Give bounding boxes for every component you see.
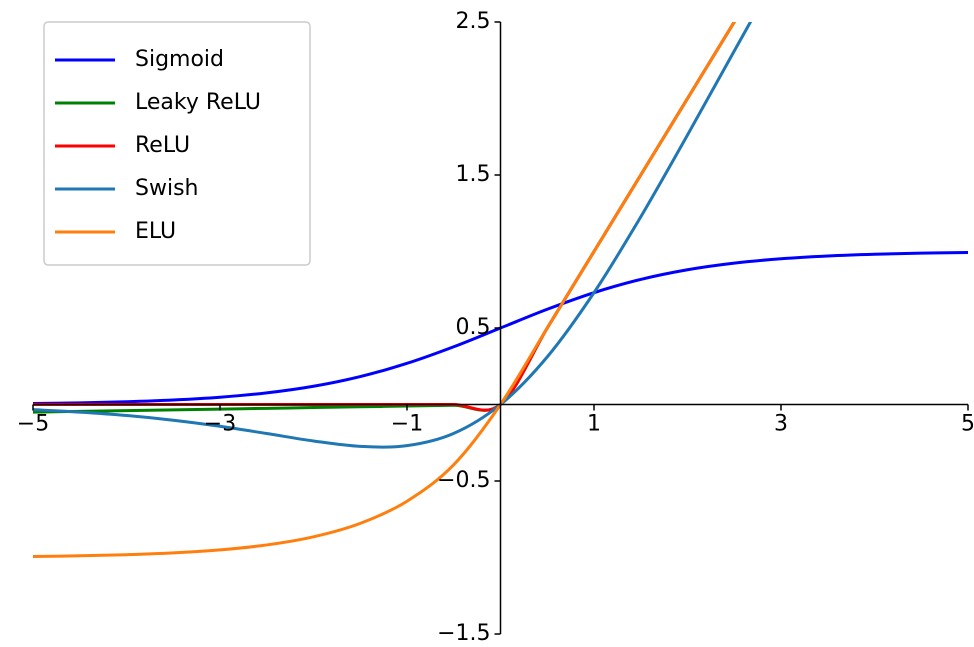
legend-label: Sigmoid	[135, 47, 224, 72]
x-tick-label: −1	[391, 412, 423, 437]
legend-label: ReLU	[135, 133, 190, 158]
y-tick-label: 2.5	[456, 9, 491, 34]
x-tick-label: 5	[961, 412, 974, 437]
y-tick-label: −0.5	[437, 468, 490, 493]
series-line	[32, 22, 737, 558]
y-tick-label: −1.5	[437, 621, 490, 646]
x-tick-label: −3	[204, 412, 236, 437]
legend-label: Leaky ReLU	[135, 90, 261, 115]
y-tick-label: 1.5	[456, 162, 491, 187]
series-line	[32, 22, 753, 449]
x-tick-label: 1	[587, 412, 601, 437]
legend-label: Swish	[135, 176, 198, 201]
legend-box	[43, 21, 311, 266]
y-tick-label: 0.5	[456, 315, 491, 340]
x-tick-label: 3	[774, 412, 788, 437]
x-tick-label: −5	[17, 412, 49, 437]
legend-label: ELU	[135, 219, 176, 244]
